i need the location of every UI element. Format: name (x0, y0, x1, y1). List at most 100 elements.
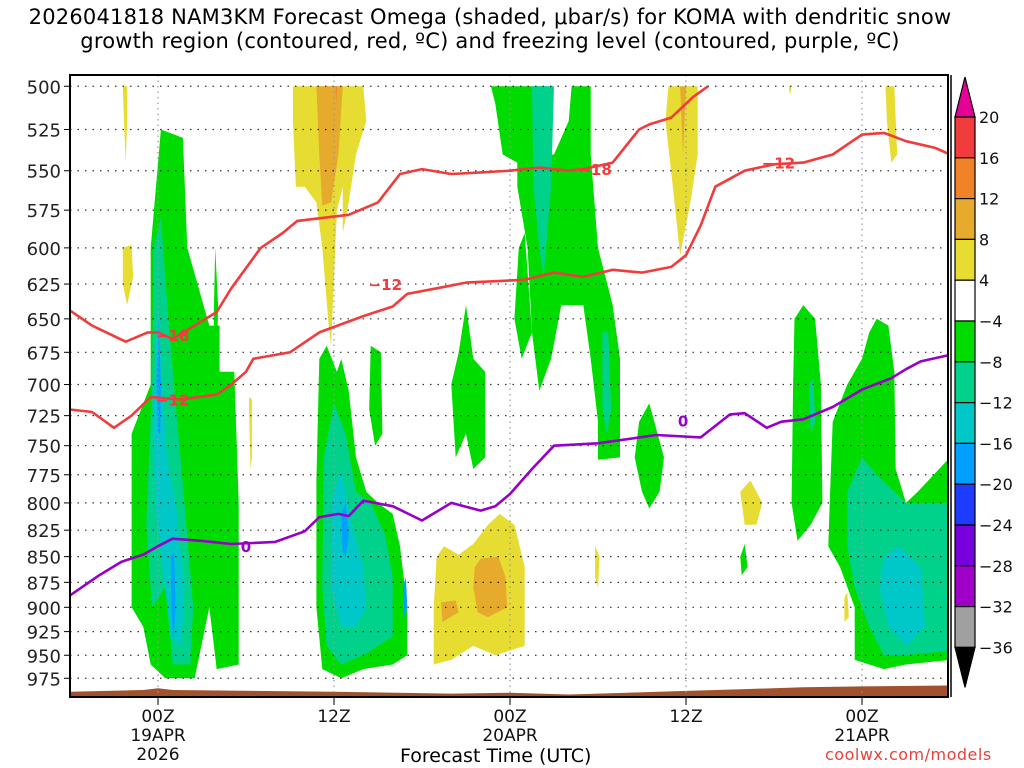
colorbar-label: −28 (979, 557, 1013, 576)
y-tick-label: 900 (27, 598, 61, 619)
colorbar-label: 8 (979, 230, 989, 249)
y-tick-label: 750 (27, 437, 61, 458)
omega-region (402, 577, 408, 618)
omega-region (634, 403, 664, 509)
colorbar: 20 16 12 8 4 −4 −8 −12 −16 −20 −24 −28 −32 −36 (950, 75, 1013, 697)
y-tick-label: 825 (27, 521, 61, 542)
dgz-label-minus-18: −18 (578, 161, 611, 179)
dgz-contour-line (70, 85, 709, 344)
colorbar-label: −16 (979, 434, 1013, 453)
omega-region (740, 544, 748, 576)
omega-region (879, 546, 926, 646)
omega-region (809, 378, 816, 434)
omega-region (441, 600, 459, 622)
freezing-level-label-0: 0 (241, 538, 251, 556)
colorbar-label: 4 (979, 271, 989, 290)
colorbar-label: −20 (979, 475, 1013, 494)
y-tick-label: 925 (27, 623, 61, 644)
y-tick-label: 625 (27, 275, 61, 296)
y-tick-label: 550 (27, 162, 61, 183)
colorbar-swatch (954, 238, 976, 281)
terrain-fill (70, 685, 948, 697)
x-tick-label: 21APR (834, 726, 890, 746)
omega-region (791, 305, 823, 541)
colorbar-under-arrow (954, 646, 976, 688)
colorbar-swatch (954, 402, 976, 445)
x-tick-label: 12Z (317, 707, 350, 727)
omega-region (602, 332, 612, 434)
contour-layer: −18 −12 −18 −12 −12 0 0 (70, 85, 948, 597)
colorbar-label: −4 (979, 312, 1003, 331)
omega-region (514, 233, 532, 359)
omega-region (473, 556, 508, 618)
colorbar-swatch (954, 605, 976, 648)
omega-region (122, 86, 128, 163)
omega-region (331, 469, 367, 627)
colorbar-swatch (954, 442, 976, 485)
x-axis-title: Forecast Time (UTC) (400, 745, 592, 767)
x-tick-label: 2026 (136, 745, 179, 765)
y-tick-label: 725 (27, 407, 61, 428)
omega-region (316, 86, 343, 206)
dgz-label-minus-12: −12 (762, 155, 795, 173)
omega-region (885, 86, 898, 163)
colorbar-swatch (954, 279, 976, 322)
colorbar-swatch (954, 524, 976, 567)
x-tick-label: 00Z (141, 707, 174, 727)
omega-region (532, 86, 554, 277)
colorbar-label: −32 (979, 598, 1013, 617)
plot-frame (69, 74, 949, 698)
x-tick-label: 00Z (493, 707, 526, 727)
colorbar-swatch (954, 320, 976, 363)
omega-region (213, 247, 219, 372)
y-tick-label: 575 (27, 201, 61, 222)
colorbar-label: −24 (979, 516, 1013, 535)
omega-region (844, 592, 849, 622)
colorbar-label: −8 (979, 353, 1003, 372)
colorbar-swatch (954, 116, 976, 159)
dgz-label-minus-12: −12 (156, 392, 189, 410)
x-tick-label: 20APR (482, 726, 538, 746)
y-tick-label: 950 (27, 646, 61, 667)
terrain-layer (70, 685, 948, 697)
y-tick-label: 650 (27, 310, 61, 331)
freezing-level-line (70, 354, 948, 597)
omega-region (122, 244, 134, 306)
freezing-level-label-0: 0 (678, 413, 688, 431)
colorbar-label: 16 (979, 149, 999, 168)
dgz-label-minus-12: −12 (369, 276, 402, 294)
x-tick-label: 19APR (130, 726, 186, 746)
y-tick-label: 500 (27, 77, 61, 98)
chart-title-line-2: growth region (contoured, red, ºC) and f… (80, 29, 900, 53)
omega-region (171, 551, 176, 642)
omega-region (451, 305, 486, 469)
omega-region (665, 86, 698, 256)
colorbar-swatch (954, 565, 976, 608)
chart-title-line-1: 2026041818 NAM3KM Forecast Omega (shaded… (28, 5, 952, 29)
omega-shading-layer (122, 86, 948, 679)
y-tick-label: 775 (27, 466, 61, 487)
colorbar-swatch (954, 157, 976, 200)
y-tick-label: 800 (27, 494, 61, 515)
colorbar-label: 20 (979, 108, 999, 127)
credit-link[interactable]: coolwx.com/models (825, 745, 992, 764)
y-axis: 500 525 550 575 600 625 650 675 700 725 750 775 800 8… (27, 77, 70, 690)
y-tick-label: 850 (27, 548, 61, 569)
y-tick-label: 525 (27, 121, 61, 142)
omega-region (788, 86, 792, 96)
colorbar-swatch (954, 483, 976, 526)
y-tick-label: 700 (27, 376, 61, 397)
colorbar-swatch (954, 198, 976, 241)
omega-region (248, 397, 252, 469)
y-tick-label: 675 (27, 343, 61, 364)
colorbar-swatch (954, 361, 976, 404)
omega-region (369, 345, 383, 446)
omega-region (335, 86, 337, 104)
x-tick-label: 12Z (669, 707, 702, 727)
y-tick-label: 600 (27, 239, 61, 260)
colorbar-label: −12 (979, 394, 1013, 413)
grid-layer (70, 75, 948, 697)
omega-region (153, 305, 185, 646)
colorbar-label: 12 (979, 190, 999, 209)
